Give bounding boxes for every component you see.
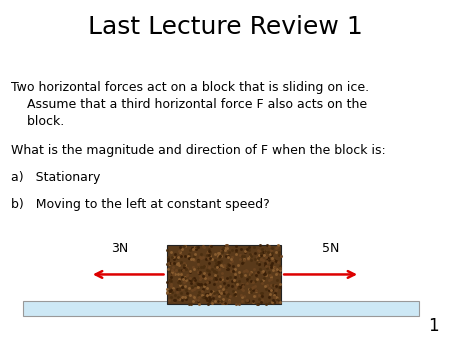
Text: What is the magnitude and direction of F when the block is:: What is the magnitude and direction of F… xyxy=(11,144,386,156)
Text: Two horizontal forces act on a block that is sliding on ice.
    Assume that a t: Two horizontal forces act on a block tha… xyxy=(11,81,369,128)
Text: Last Lecture Review 1: Last Lecture Review 1 xyxy=(88,15,362,39)
Bar xyxy=(22,301,418,316)
Bar xyxy=(166,245,281,304)
Text: b)   Moving to the left at constant speed?: b) Moving to the left at constant speed? xyxy=(11,198,270,211)
Text: 1: 1 xyxy=(428,317,439,335)
Text: 3N: 3N xyxy=(111,242,128,255)
Text: a)   Stationary: a) Stationary xyxy=(11,171,101,184)
Text: 5N: 5N xyxy=(322,242,339,255)
